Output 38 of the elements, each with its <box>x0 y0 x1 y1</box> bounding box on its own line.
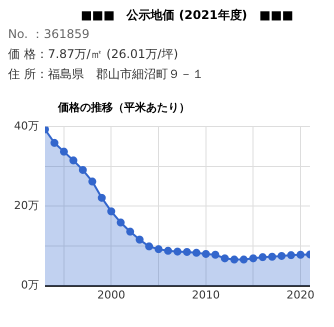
point <box>98 194 106 202</box>
point <box>182 248 191 256</box>
chart-subtitle: 価格の推移（平米あたり） <box>58 100 191 114</box>
point <box>50 138 58 147</box>
point <box>145 242 154 250</box>
x-tick-label: 2000 <box>97 288 126 302</box>
point <box>60 148 68 156</box>
point <box>278 252 286 260</box>
point <box>220 254 229 262</box>
text: 価 格：7.87万/㎡ (26.01万/坪) <box>8 46 180 63</box>
point <box>116 218 125 227</box>
y-tick-label: 40万 <box>14 119 39 132</box>
point <box>268 252 276 261</box>
y-tick-label: 0万 <box>20 278 39 292</box>
text: No. ：361859 <box>8 26 91 43</box>
point <box>202 250 210 258</box>
point <box>78 166 87 174</box>
point <box>69 156 78 164</box>
point <box>174 248 182 256</box>
point <box>240 256 248 264</box>
point <box>107 207 116 216</box>
y-tick-label: 20万 <box>14 199 39 212</box>
point <box>211 250 220 259</box>
point <box>154 245 163 254</box>
point <box>230 256 238 264</box>
point <box>296 250 305 259</box>
point <box>126 228 134 236</box>
x-tick-label: 2020 <box>286 288 315 302</box>
point <box>164 246 172 255</box>
chart-title: ■■■ 公示地価 (2021年度) ■■■ <box>80 7 294 24</box>
point <box>249 254 258 262</box>
text: 住 所：福島県 郡山市細沼町９－１ <box>8 66 205 83</box>
x-tick-label: 2010 <box>192 288 220 302</box>
point <box>287 251 296 260</box>
point <box>88 178 96 186</box>
point <box>192 248 200 257</box>
point <box>258 253 267 262</box>
point <box>136 236 144 244</box>
